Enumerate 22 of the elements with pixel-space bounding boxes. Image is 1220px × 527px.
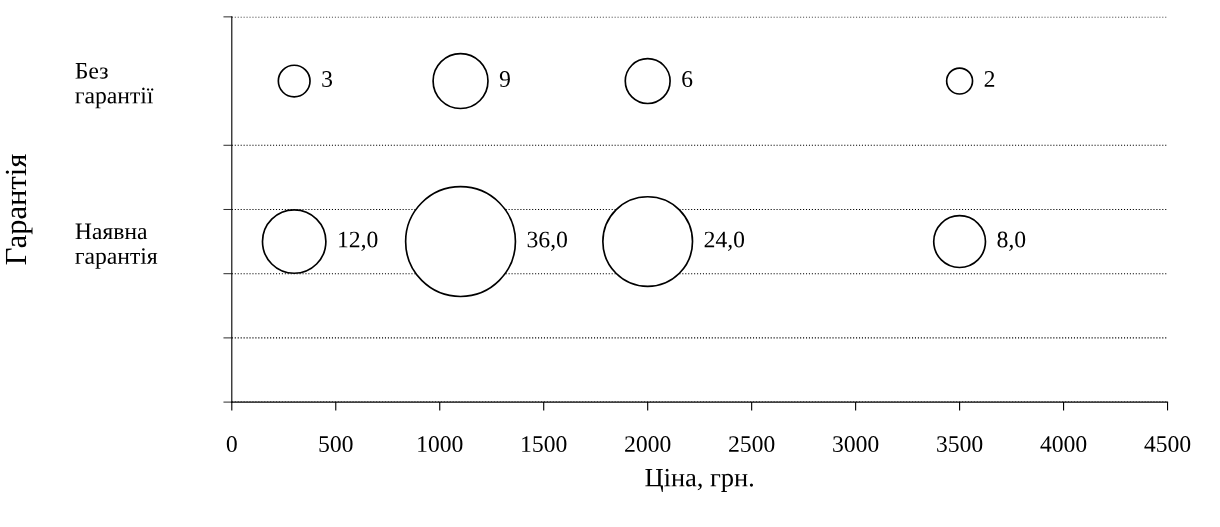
annotation: 8,0 [997,231,1026,251]
x-tick-label: 1000 [418,436,463,453]
annotation: 6 [682,71,693,87]
x-tick-label: 0 [226,436,237,453]
y-axis-title: Гарантія [5,154,33,265]
annotation: 2 [984,71,995,87]
annotation: 36,0 [527,231,567,251]
x-tick-label: 4000 [1040,436,1087,453]
annotation: 9 [499,71,510,87]
y-tick-label: Наявна гарантія [75,223,158,269]
x-tick-label: 2000 [625,436,671,453]
x-tick-label: 2500 [729,436,775,453]
annotation: 24,0 [704,231,745,251]
x-tick-label: 4500 [1144,436,1191,453]
x-tick-label: 3500 [937,436,983,453]
annotation: 3 [322,71,333,87]
x-tick-label: 1500 [522,436,567,453]
x-axis-title: Ціна, грн. [645,468,754,492]
x-tick-label: 500 [319,436,353,453]
x-tick-label: 3000 [833,436,879,453]
y-tick-label: Без гарантії [75,63,154,109]
annotation: 12,0 [339,231,378,251]
